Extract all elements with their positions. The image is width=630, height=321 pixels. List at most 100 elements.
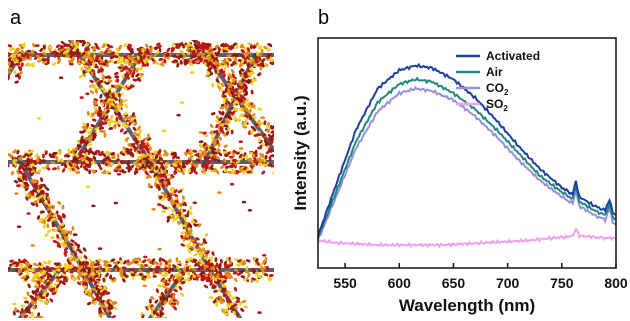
molecule: [42, 60, 47, 64]
molecule: [213, 167, 217, 173]
molecule: [171, 42, 175, 47]
molecule: [162, 173, 168, 177]
molecule: [228, 74, 233, 79]
molecule: [231, 169, 236, 172]
molecule: [113, 60, 119, 64]
molecule: [274, 157, 279, 163]
molecule: [31, 276, 35, 282]
molecule: [164, 266, 167, 272]
molecule: [74, 153, 80, 158]
molecule: [211, 284, 215, 289]
molecule: [262, 158, 266, 163]
molecule: [27, 150, 32, 155]
molecule: [31, 49, 34, 55]
molecule: [132, 126, 137, 132]
molecule: [141, 150, 146, 154]
molecule: [252, 127, 257, 132]
molecule: [128, 121, 132, 126]
molecule: [257, 72, 262, 77]
molecule: [255, 161, 259, 166]
molecule: [42, 44, 46, 50]
molecule: [40, 210, 45, 214]
molecule: [111, 315, 116, 318]
molecule: [176, 113, 181, 117]
molecule: [223, 103, 228, 109]
molecule: [114, 108, 119, 113]
molecule: [30, 191, 35, 196]
molecule: [230, 304, 235, 308]
molecule: [77, 256, 83, 260]
molecule: [78, 273, 84, 277]
molecule: [204, 264, 209, 268]
molecule: [170, 267, 175, 272]
molecule: [74, 241, 78, 247]
molecule: [33, 50, 38, 55]
molecule: [161, 165, 165, 171]
molecule: [177, 167, 181, 172]
molecule: [94, 274, 99, 278]
molecule: [212, 265, 216, 271]
molecule: [190, 47, 196, 51]
molecule: [220, 70, 226, 74]
molecule: [232, 78, 236, 84]
molecule: [78, 153, 83, 158]
molecule: [213, 130, 218, 134]
molecule: [107, 161, 111, 166]
molecule: [224, 165, 230, 169]
molecule: [263, 45, 268, 50]
molecule: [72, 156, 76, 162]
molecule: [184, 221, 189, 226]
molecule: [157, 173, 163, 177]
molecule: [45, 265, 50, 270]
molecule: [202, 131, 207, 135]
molecule: [166, 218, 170, 223]
molecule: [199, 154, 204, 158]
molecule: [35, 202, 39, 208]
molecule: [21, 57, 27, 61]
molecule: [233, 100, 237, 106]
molecule: [107, 79, 113, 83]
molecule: [107, 158, 112, 162]
molecule: [235, 160, 241, 164]
molecule: [118, 44, 123, 49]
molecule: [209, 146, 214, 149]
molecule: [215, 115, 220, 120]
molecule: [217, 46, 221, 51]
molecule: [244, 270, 250, 274]
molecule: [98, 308, 102, 313]
molecule: [114, 92, 118, 98]
molecule: [18, 258, 22, 264]
molecule: [227, 114, 231, 120]
molecule: [139, 144, 144, 150]
molecule: [176, 62, 180, 68]
molecule: [1, 163, 6, 167]
molecule: [203, 59, 209, 63]
molecule: [118, 115, 122, 121]
molecule: [134, 161, 139, 166]
molecule: [53, 228, 58, 232]
molecule: [139, 66, 143, 71]
molecule: [49, 285, 54, 288]
molecule: [98, 80, 104, 84]
molecule: [117, 66, 123, 69]
molecule: [148, 46, 154, 51]
molecule: [251, 277, 256, 281]
molecule: [30, 179, 35, 184]
molecule: [30, 202, 35, 206]
molecule: [30, 244, 35, 247]
molecule: [226, 264, 232, 268]
molecule: [221, 111, 225, 116]
molecule: [82, 72, 86, 78]
molecule: [87, 54, 91, 60]
molecule: [75, 159, 79, 165]
molecule: [184, 160, 189, 166]
molecule: [153, 172, 158, 177]
molecule: [180, 231, 186, 235]
molecule: [21, 53, 26, 58]
molecule: [220, 120, 226, 124]
molecule: [186, 47, 191, 52]
panel-b-letter: b: [318, 7, 329, 29]
molecule: [160, 178, 164, 183]
molecule: [97, 269, 103, 273]
molecule: [110, 114, 114, 120]
